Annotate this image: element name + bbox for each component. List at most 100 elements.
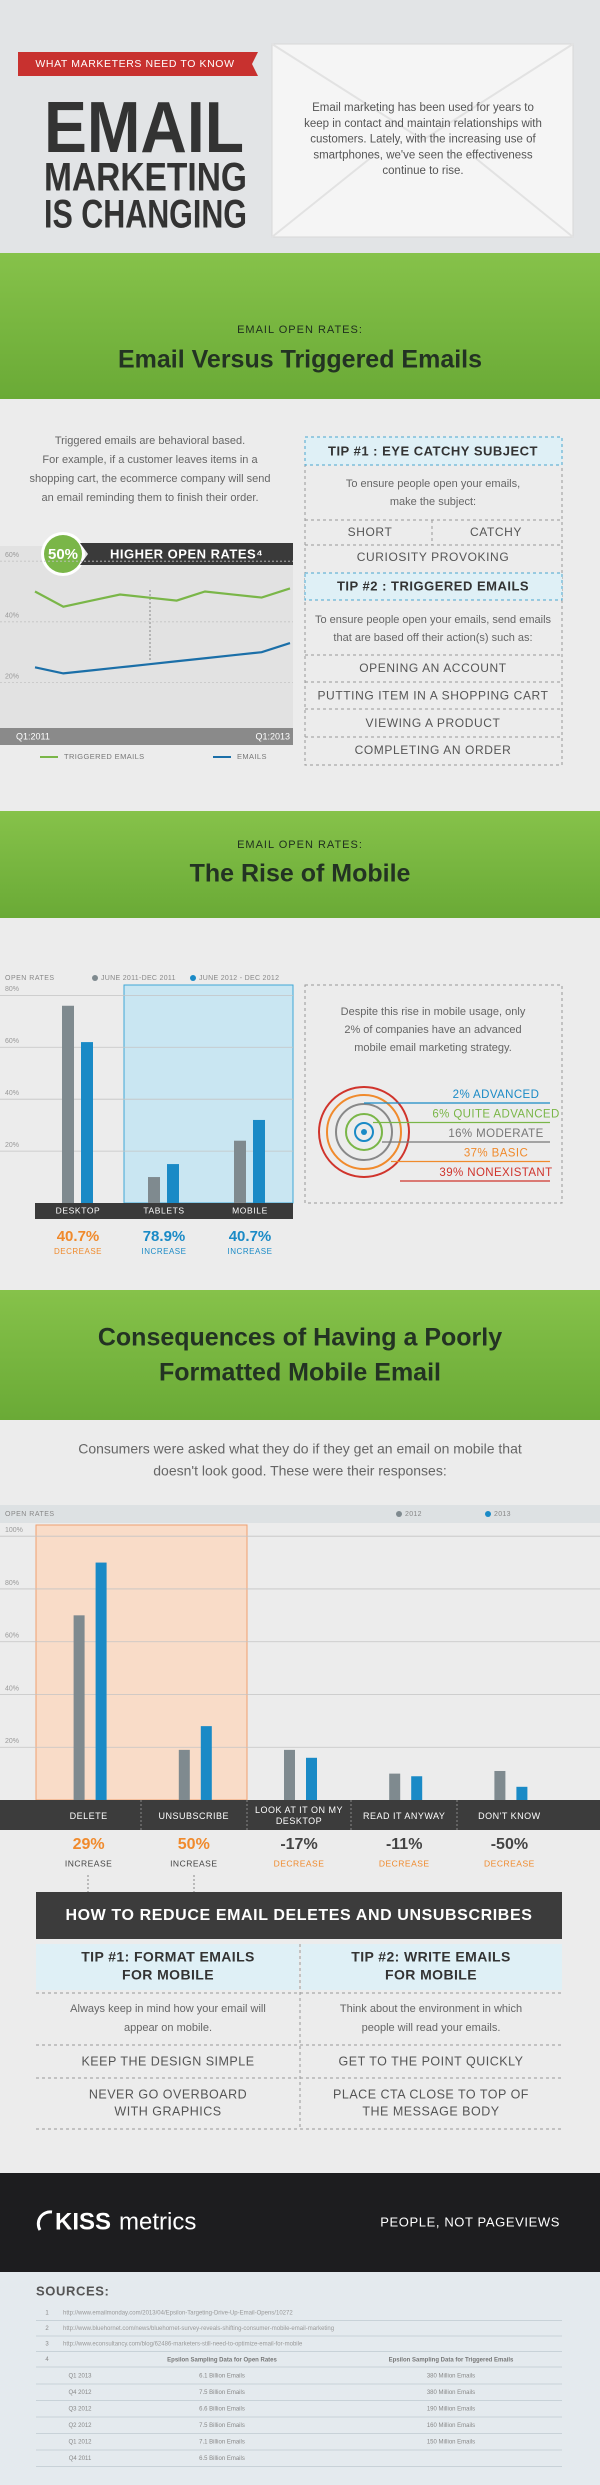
y-tick-label: 20%: [5, 1142, 19, 1149]
reduce-header: [36, 1892, 562, 1939]
green-band: [0, 811, 600, 918]
bar: [284, 1749, 295, 1800]
bar: [167, 1164, 179, 1203]
legend-label: TRIGGERED EMAILS: [64, 752, 145, 761]
bar: [95, 1562, 107, 1800]
table-header: Epsilon Sampling Data for Open Rates: [167, 2358, 277, 2364]
green-band: [0, 1290, 600, 1420]
bar: [516, 1786, 528, 1800]
y-tick-label: 20%: [5, 673, 19, 680]
tip-item: GET TO THE POINT QUICKLY: [339, 2054, 524, 2068]
tip-item: CATCHY: [470, 525, 522, 539]
intro: keep in contact and maintain relationshi…: [304, 118, 542, 130]
badge: [44, 535, 82, 573]
table-cell: 6.5 Billion Emails: [199, 2456, 245, 2462]
y-tick-label: 40%: [5, 1090, 19, 1097]
tip-title: FOR MOBILE: [122, 1967, 214, 1983]
target-ring: [335, 1103, 393, 1161]
tip-header: [304, 436, 563, 466]
tip-text: To ensure people open your emails,: [346, 478, 520, 490]
change-value: 40.7%: [229, 1228, 272, 1245]
table-cell: Q4 2012: [68, 2390, 92, 2396]
sources-title: SOURCES:: [36, 2283, 109, 2298]
tip-item: KEEP THE DESIGN SIMPLE: [81, 2054, 254, 2068]
bar: [306, 1757, 317, 1800]
tip-item: VIEWING A PRODUCT: [366, 716, 501, 730]
legend-strip: [0, 1505, 600, 1523]
intro: smartphones, we've seen the effectivenes…: [313, 149, 533, 161]
table-cell: 380 Million Emails: [427, 2374, 475, 2380]
category-band: [0, 1800, 600, 1830]
source-url: http://www.emailmonday.com/2013/04/Epsil…: [63, 2311, 293, 2317]
bar: [494, 1770, 506, 1800]
target-ring: [326, 1094, 402, 1170]
source-num: 2: [45, 2326, 49, 2332]
section-title: Consequences of Having a Poorly: [98, 1324, 502, 1352]
plot-bg: [0, 546, 293, 728]
highlight: [123, 984, 294, 1204]
legend-swatch: [92, 975, 98, 981]
logo: KISS: [55, 2208, 111, 2235]
tip-text: To ensure people open your emails, send …: [315, 614, 552, 626]
table-cell: Q1 2012: [68, 2440, 92, 2446]
tip-item: CURIOSITY PROVOKING: [357, 550, 510, 564]
tip-title: TIP #1: FORMAT EMAILS: [81, 1949, 255, 1965]
tagline: PEOPLE, NOT PAGEVIEWS: [380, 2214, 560, 2229]
table-cell: Q1 2013: [68, 2374, 92, 2380]
legend-label: JUNE 2012 - DEC 2012: [199, 975, 279, 982]
y-tick-label: 40%: [5, 613, 19, 620]
change-label: INCREASE: [65, 1858, 112, 1868]
x-tick-label: LOOK AT IT ON MY DESKTOP: [254, 1805, 344, 1826]
table-cell: 7.5 Billion Emails: [199, 2390, 245, 2396]
change-value: 78.9%: [143, 1228, 186, 1245]
tip-text: Always keep in mind how your email will: [70, 2003, 266, 2015]
legend-swatch: [396, 1511, 402, 1517]
tip-text: make the subject:: [390, 496, 476, 508]
table-cell: 7.1 Billion Emails: [199, 2440, 245, 2446]
intro: doesn't look good. These were their resp…: [153, 1463, 446, 1479]
table-cell: 6.6 Billion Emails: [199, 2407, 245, 2413]
section-bg: [0, 918, 600, 1290]
x-tick-label: MOBILE: [232, 1205, 268, 1215]
bar: [81, 1042, 93, 1203]
y-tick-label: 80%: [5, 986, 19, 993]
table-cell: 150 Million Emails: [427, 2440, 475, 2446]
legend-label: EMAILS: [237, 752, 267, 761]
logo-icon: [36, 2210, 53, 2231]
x-tick-label: UNSUBSCRIBE: [158, 1810, 230, 1821]
tip-item: THE MESSAGE BODY: [362, 2104, 499, 2118]
tip-title: TIP #2: WRITE EMAILS: [351, 1949, 510, 1965]
y-tick-label: 80%: [5, 1580, 19, 1587]
source-num: 4: [45, 2357, 49, 2363]
note-text: mobile email marketing strategy.: [354, 1042, 512, 1054]
badge-text: HIGHER OPEN RATES⁴: [110, 546, 263, 561]
source-num: 3: [45, 2342, 49, 2348]
note-text: Despite this rise in mobile usage, only: [341, 1006, 526, 1018]
table-cell: Q3 2012: [68, 2407, 92, 2413]
kicker: EMAIL OPEN RATES:: [237, 324, 363, 336]
intro: Email marketing has been used for years …: [312, 102, 534, 114]
tip-header: [36, 1944, 299, 1990]
title: EMAIL: [44, 88, 244, 168]
x-tick-label: READ IT ANYWAY: [363, 1810, 446, 1821]
change-value: -17%: [280, 1836, 317, 1853]
footer: [0, 2173, 600, 2272]
bar: [253, 1119, 265, 1203]
change-label: DECREASE: [379, 1858, 430, 1868]
level: 37% BASIC: [464, 1148, 528, 1160]
change-label: INCREASE: [170, 1858, 217, 1868]
legend-swatch: [190, 975, 196, 981]
logo: metrics: [119, 2208, 196, 2235]
intro: Consumers were asked what they do if the…: [78, 1441, 522, 1457]
level: 2% ADVANCED: [453, 1089, 540, 1101]
target-ring: [318, 1086, 410, 1178]
bar: [389, 1773, 401, 1800]
tip-header: [304, 572, 563, 601]
tip-header: [301, 1944, 562, 1990]
y-tick-label: 20%: [5, 1738, 19, 1745]
section-title: Email Versus Triggered Emails: [118, 346, 482, 374]
note-box: [304, 984, 563, 1204]
axis-band: [0, 728, 293, 745]
